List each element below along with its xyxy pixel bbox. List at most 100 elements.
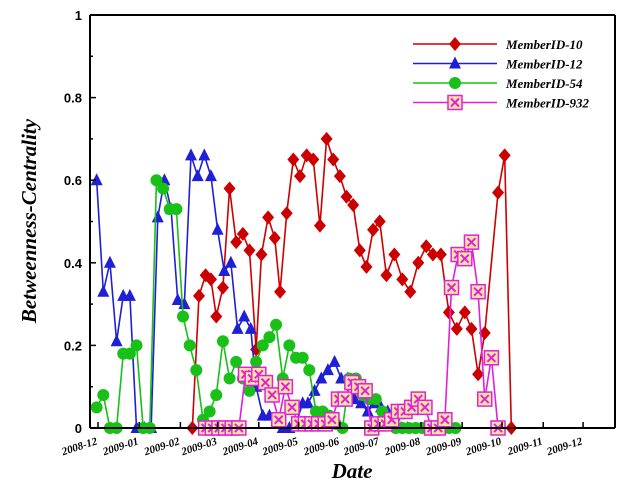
data-point [296,351,309,364]
data-point [223,372,236,385]
data-point [243,243,256,258]
y-axis-title: Betweenness-Centrality [17,118,41,324]
legend-marker [449,37,461,51]
data-point [150,174,163,187]
data-point [463,234,480,250]
x-tick-label: 2008-12 [59,435,99,458]
data-point [185,148,198,161]
data-point [380,268,393,283]
data-point [171,292,184,305]
data-point [420,239,433,254]
legend-item: MemberID-12 [413,56,583,72]
legend-label: MemberID-12 [505,57,583,72]
data-point [177,310,190,323]
legend-item: MemberID-932 [413,94,590,111]
data-point [204,169,217,182]
data-point [327,152,340,167]
axes-layer [89,14,616,429]
data-point [492,185,505,200]
data-point [178,297,191,310]
data-point [90,173,103,186]
series-MemberID-932 [197,234,506,436]
y-tick-label: 0.2 [64,338,82,353]
data-point [361,404,374,417]
data-point [263,331,276,344]
data-point [321,363,334,376]
data-point [412,255,425,270]
data-point [256,339,269,352]
data-point [360,259,373,274]
x-tick-label: 2009-08 [382,435,422,458]
data-point [216,335,229,348]
data-point [287,152,300,167]
x-tick-label: 2009-06 [301,435,341,458]
y-tick-label: 0.8 [64,91,82,106]
data-point [315,371,328,384]
data-point [340,189,353,204]
data-point [434,247,447,262]
data-point [123,347,136,360]
data-point [90,401,103,414]
data-point [284,399,300,416]
x-tick-label: 2009-10 [463,435,503,458]
data-point [210,309,223,324]
y-tick-label: 1 [75,8,82,23]
data-point [216,280,229,295]
data-point [250,355,263,368]
data-point [442,305,455,320]
x-axis-title: Date [331,459,373,483]
data-point [353,243,366,258]
data-point [357,383,373,399]
data-point [280,206,293,221]
x-tick-label: 2009-01 [101,435,141,458]
data-point [274,284,287,299]
data-point [204,272,217,287]
data-point [243,384,256,397]
data-point [264,387,280,403]
data-point [476,391,493,407]
data-point [270,411,287,428]
series-layer [90,131,518,436]
x-tick-label: 2009-05 [260,435,300,458]
x-tick-label: 2009-03 [179,435,219,458]
data-point [396,272,409,287]
data-point [313,218,326,233]
data-point [437,411,453,428]
data-point [183,339,196,352]
legend-item: MemberID-54 [413,76,583,91]
data-point [268,231,281,246]
data-point [458,305,471,320]
data-point [218,264,231,277]
data-point [498,148,511,163]
data-point [294,169,306,184]
series-MemberID-54 [90,174,462,434]
legend-marker [449,77,461,89]
data-point [337,391,353,407]
data-point [231,321,244,334]
data-point [388,247,401,262]
legend-item: MemberID-10 [413,37,583,52]
data-point [347,197,360,212]
data-point [130,339,143,352]
data-point [320,131,333,146]
data-point [97,284,110,297]
x-tick-label: 2009-11 [505,435,544,458]
data-point [103,255,116,268]
data-point [211,222,224,235]
x-tick-label: 2009-07 [341,435,381,458]
data-point [483,350,500,366]
data-point [308,383,321,396]
y-tick-label: 0 [75,421,82,436]
data-point [224,255,237,268]
legend-marker [447,94,463,111]
legend-label: MemberID-932 [505,96,590,111]
data-point [303,364,316,377]
data-point [367,222,380,237]
data-point [191,169,204,182]
data-point [373,214,386,229]
data-point [301,396,314,409]
data-point [170,203,183,216]
data-point [307,152,320,167]
data-point [355,396,368,409]
